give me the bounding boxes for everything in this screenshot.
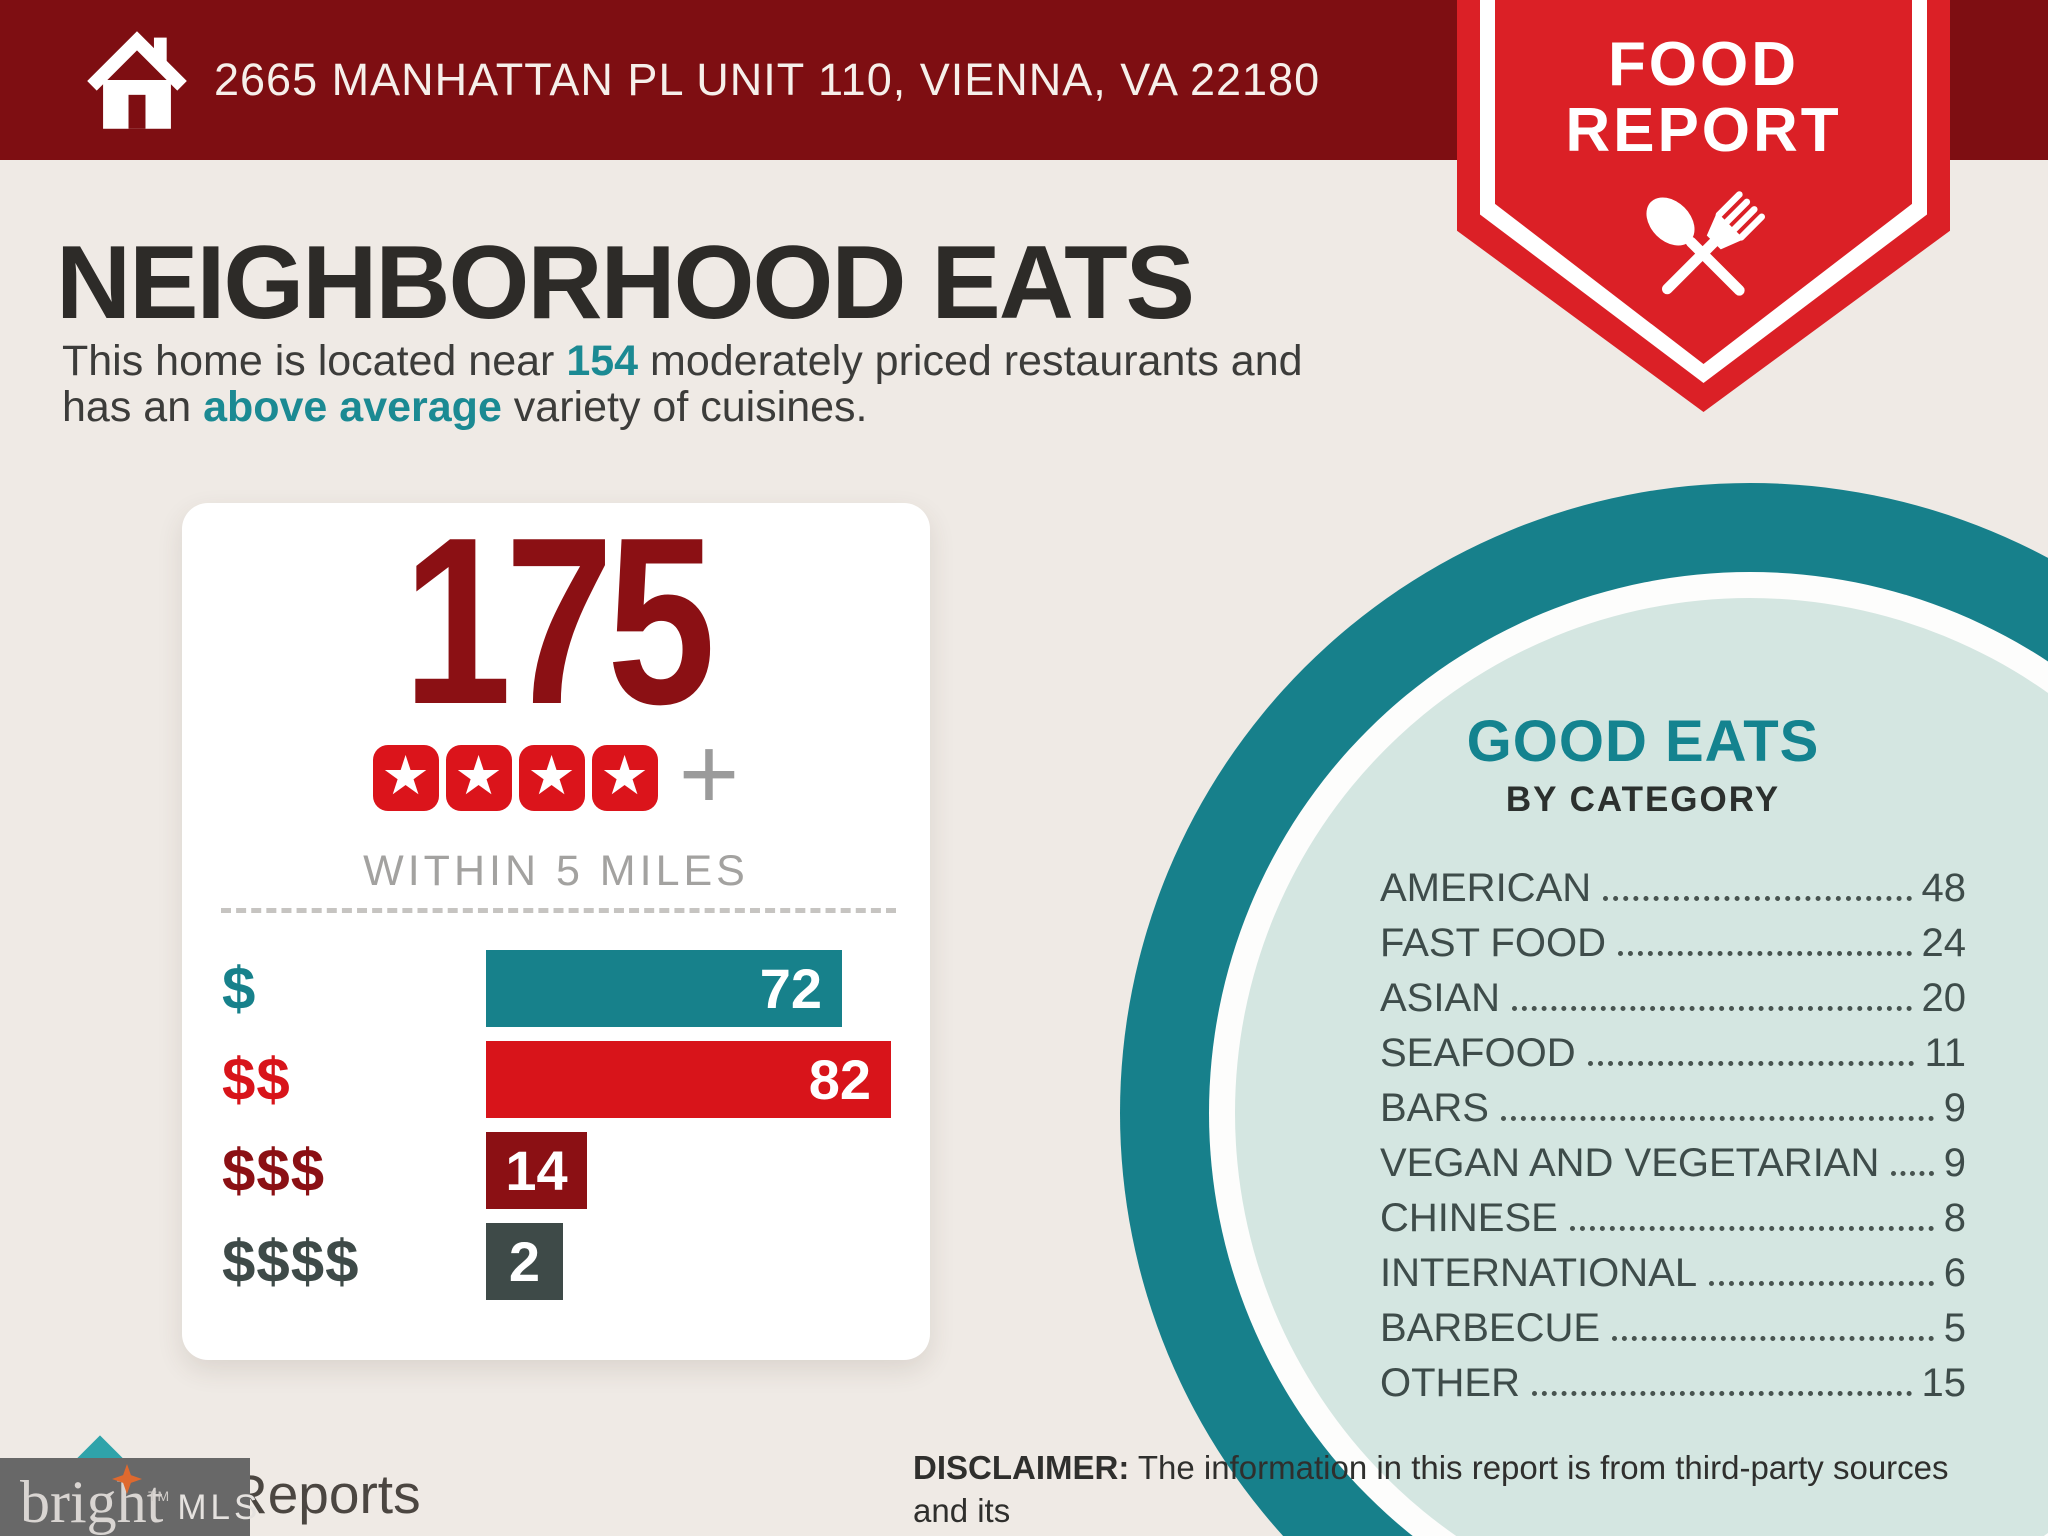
category-count: 15	[1921, 1361, 1967, 1405]
yelp-star-icon: ★	[445, 745, 512, 811]
category-list: AMERICAN 48 FAST FOOD 24 ASIAN 20 SEAFOOD 11 BAR…	[1380, 856, 1966, 1406]
price-bar-row: $$ 82	[182, 1041, 930, 1118]
category-row: INTERNATIONAL 6	[1380, 1241, 1966, 1296]
dotted-leader	[1603, 896, 1912, 901]
category-name: OTHER	[1380, 1361, 1520, 1405]
category-count: 9	[1943, 1141, 1966, 1185]
disclaimer: DISCLAIMER: The information in this repo…	[913, 1446, 1983, 1536]
dotted-leader	[1891, 1171, 1934, 1176]
crossed-spoon-fork-icon	[1645, 191, 1765, 296]
yelp-star-icon: ★	[372, 745, 439, 811]
category-row: BARBECUE 5	[1380, 1296, 1966, 1351]
dashed-divider	[221, 908, 896, 913]
category-row: CHINESE 8	[1380, 1186, 1966, 1241]
category-row: SEAFOOD 11	[1380, 1021, 1966, 1076]
category-name: AMERICAN	[1380, 866, 1592, 910]
category-count: 5	[1943, 1306, 1966, 1350]
total-restaurant-count: 175	[403, 489, 715, 754]
badge-line1: FOOD	[1607, 30, 1800, 99]
price-bar: 72	[486, 950, 842, 1027]
price-tier-label: $	[222, 955, 257, 1022]
property-address: 2665 MANHATTAN PL UNIT 110, VIENNA, VA 2…	[214, 54, 1321, 105]
category-count: 8	[1943, 1196, 1966, 1240]
dotted-leader	[1512, 1006, 1912, 1011]
bright-mls-watermark: bright TM MLS	[0, 1458, 257, 1536]
category-count: 20	[1921, 976, 1967, 1020]
variety-highlight: above average	[203, 383, 502, 431]
yelp-star-icon: ★	[591, 745, 658, 811]
badge-line2: REPORT	[1565, 96, 1842, 165]
dotted-leader	[1532, 1391, 1912, 1396]
category-name: INTERNATIONAL	[1380, 1251, 1698, 1295]
category-row: OTHER 15	[1380, 1351, 1966, 1406]
category-count: 6	[1943, 1251, 1966, 1295]
price-tier-label: $$	[222, 1046, 291, 1113]
trademark-symbol: TM	[148, 1488, 171, 1504]
category-row: VEGAN AND VEGETARIAN 9	[1380, 1131, 1966, 1186]
page-title: NEIGHBORHOOD EATS	[56, 225, 1195, 341]
category-row: BARS 9	[1380, 1076, 1966, 1131]
category-name: CHINESE	[1380, 1196, 1558, 1240]
restaurant-summary-card: 175 ★ ★ ★ ★ + WITHIN 5 MILES $72 $$ 82 $$$ 14 $$$…	[182, 503, 930, 1360]
price-bar-row: $$$$ 2	[182, 1223, 930, 1300]
category-name: ASIAN	[1380, 976, 1501, 1020]
category-row: AMERICAN 48	[1380, 856, 1966, 911]
category-count: 48	[1921, 866, 1967, 910]
radius-label: WITHIN 5 MILES	[363, 847, 749, 895]
good-eats-title: GOOD EATS	[1466, 709, 1820, 774]
star-rating: ★ ★ ★ ★ +	[182, 716, 930, 832]
category-row: FAST FOOD 24	[1380, 911, 1966, 966]
price-bar: 14	[486, 1132, 587, 1209]
subtitle-line1: This home is located near 154 moderately…	[62, 337, 1303, 385]
bright-logo: bright TM	[20, 1464, 169, 1532]
price-tier-bar-chart: $72 $$ 82 $$$ 14 $$$$ 2	[182, 950, 930, 1314]
dotted-leader	[1500, 1116, 1934, 1121]
disclaimer-line2: accuracy cannot be guaranteed.	[913, 1532, 1983, 1536]
badge-content: FOOD REPORT	[1457, 0, 1950, 412]
category-count: 11	[1924, 1031, 1966, 1075]
price-bar: 2	[486, 1223, 563, 1300]
restaurant-count: 154	[566, 337, 639, 385]
price-tier-label: $$$	[222, 1137, 326, 1204]
disclaimer-line1: DISCLAIMER: The information in this repo…	[913, 1449, 1949, 1529]
dotted-leader	[1617, 951, 1912, 956]
yelp-star-icon: ★	[518, 745, 585, 811]
price-bar-row: $72	[182, 950, 930, 1027]
category-count: 24	[1921, 921, 1967, 965]
dotted-leader	[1587, 1061, 1915, 1066]
category-name: BARS	[1380, 1086, 1489, 1130]
home-icon	[87, 31, 187, 129]
price-bar-row: $$$ 14	[182, 1132, 930, 1209]
dotted-leader	[1569, 1226, 1934, 1231]
dotted-leader	[1709, 1281, 1934, 1286]
category-name: FAST FOOD	[1380, 921, 1606, 965]
subtitle-line2: has an above average variety of cuisines…	[62, 383, 868, 431]
dotted-leader	[1612, 1336, 1934, 1341]
category-name: BARBECUE	[1380, 1306, 1601, 1350]
plus-sign: +	[678, 716, 740, 832]
mls-label: MLS	[177, 1488, 262, 1527]
reports-logo-text: Reports	[228, 1463, 421, 1525]
category-count: 9	[1943, 1086, 1966, 1130]
price-tier-label: $$$$	[222, 1228, 360, 1295]
good-eats-subtitle: BY CATEGORY	[1505, 780, 1781, 819]
category-row: ASIAN 20	[1380, 966, 1966, 1021]
price-bar: 82	[486, 1041, 891, 1118]
subtitle: This home is located near 154 moderately…	[62, 338, 1482, 430]
category-name: VEGAN AND VEGETARIAN	[1380, 1141, 1880, 1185]
category-name: SEAFOOD	[1380, 1031, 1576, 1075]
